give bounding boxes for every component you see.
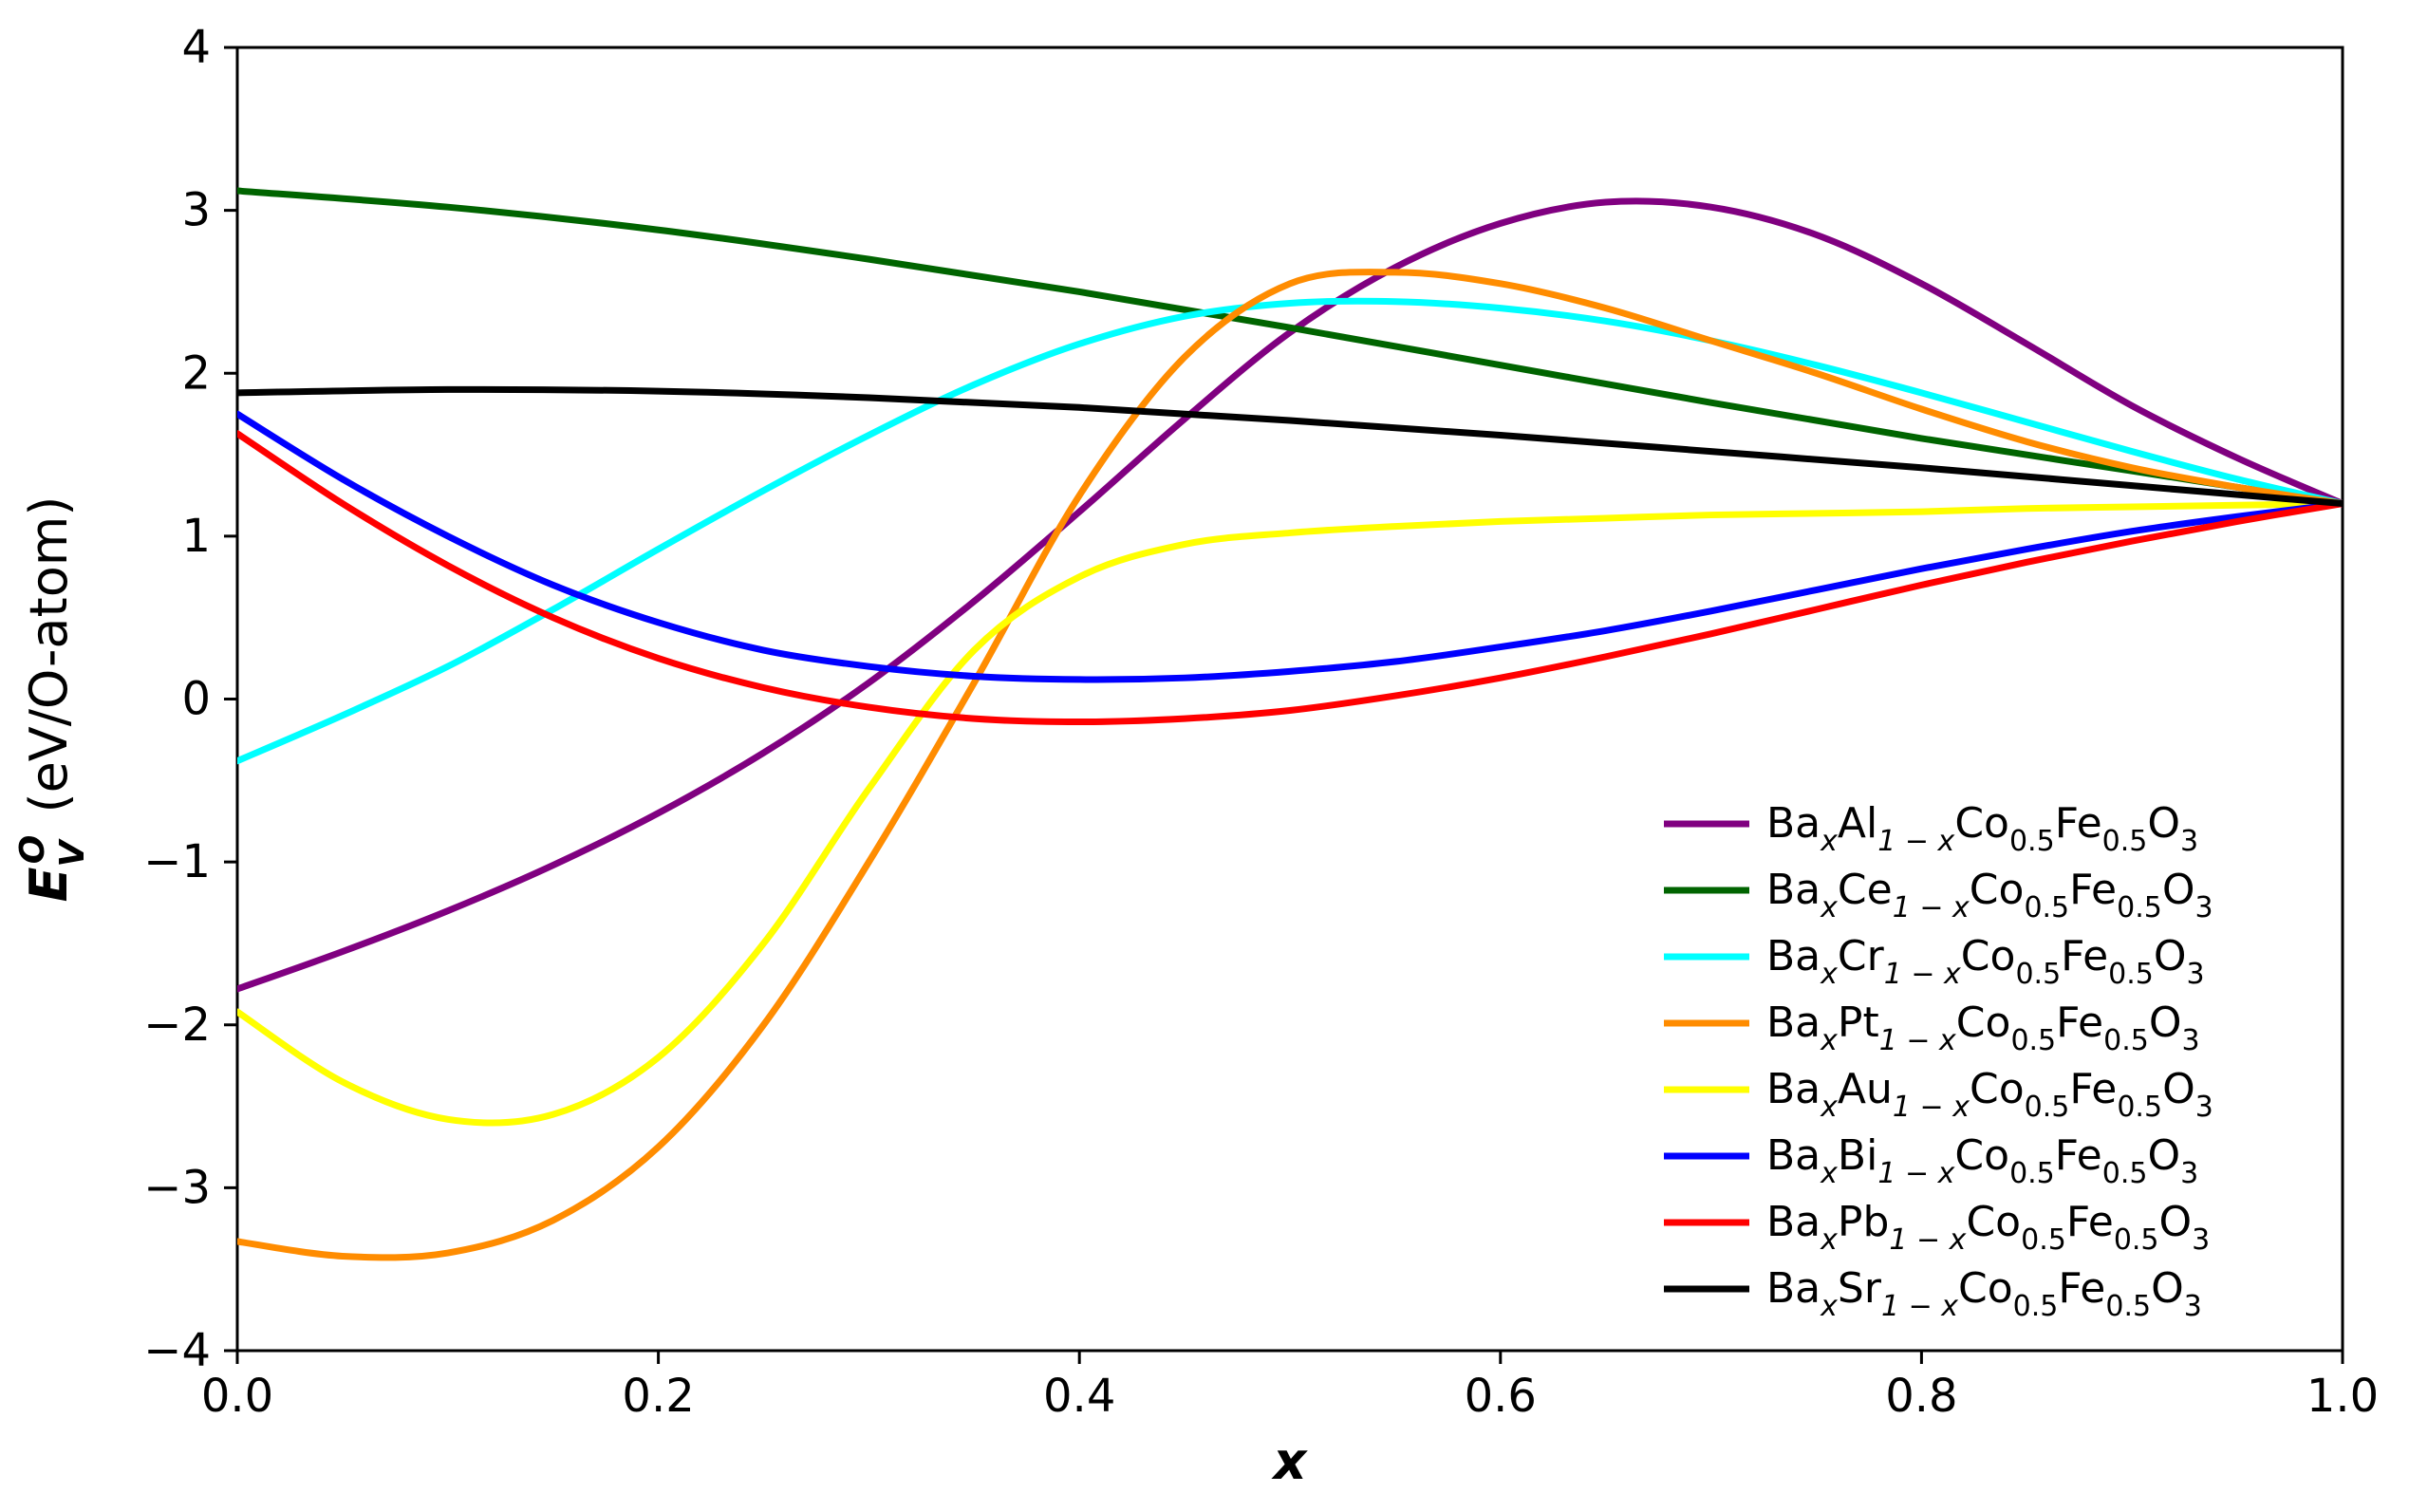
y-tick-label: 3	[181, 184, 211, 237]
x-tick-label: 0.2	[622, 1370, 694, 1423]
y-tick-label: 4	[181, 21, 211, 74]
x-tick-label: 1.0	[2306, 1370, 2379, 1423]
y-tick-label: −3	[143, 1161, 211, 1214]
x-tick-label: 0.4	[1043, 1370, 1115, 1423]
x-axis-title: x	[1271, 1431, 1309, 1491]
y-tick-label: 2	[181, 346, 211, 400]
y-tick-label: −1	[143, 835, 211, 888]
y-tick-label: −2	[143, 999, 211, 1052]
x-tick-label: 0.0	[201, 1370, 273, 1423]
y-tick-label: 1	[181, 510, 211, 563]
chart-container: 0.00.20.40.60.81.0−4−3−2−101234xEVO (eV/…	[0, 0, 2409, 1512]
y-tick-label: 0	[181, 673, 211, 726]
x-tick-label: 0.8	[1885, 1370, 1957, 1423]
line-chart: 0.00.20.40.60.81.0−4−3−2−101234xEVO (eV/…	[0, 0, 2409, 1512]
y-tick-label: −4	[143, 1324, 211, 1377]
x-tick-label: 0.6	[1465, 1370, 1537, 1423]
